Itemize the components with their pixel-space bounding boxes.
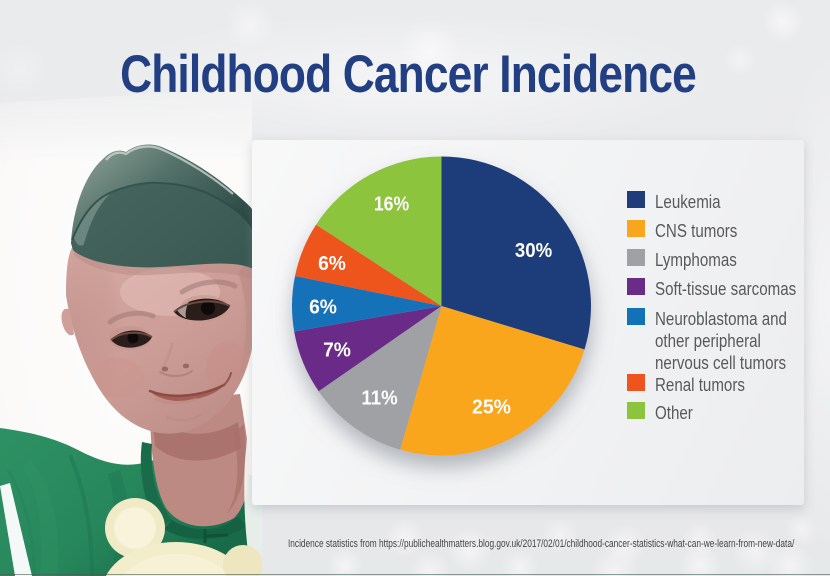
svg-text:7%: 7%: [323, 339, 351, 362]
svg-text:6%: 6%: [318, 252, 346, 275]
svg-text:16%: 16%: [374, 193, 409, 216]
svg-text:25%: 25%: [472, 396, 511, 419]
svg-text:11%: 11%: [361, 387, 397, 410]
svg-text:30%: 30%: [515, 239, 552, 262]
svg-text:6%: 6%: [309, 296, 337, 319]
